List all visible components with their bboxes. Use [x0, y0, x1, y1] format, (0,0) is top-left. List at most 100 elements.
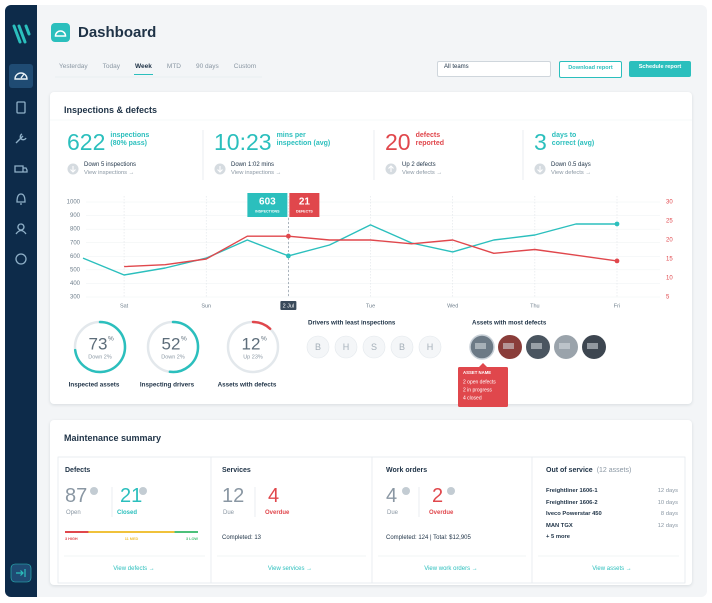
kpi-trend: Up 2 defects — [402, 162, 436, 168]
x-tick-label: Sun — [201, 303, 211, 309]
y2-tick-label: 10 — [666, 276, 673, 282]
nav-icon — [16, 101, 26, 114]
driver-avatar — [362, 335, 386, 359]
kpi-trend: Down 5 inspections — [84, 162, 137, 168]
y2-tick-label: 30 — [666, 200, 673, 206]
nav-active — [9, 64, 33, 88]
asset-name[interactable]: Iveco Powerstar 450 — [546, 511, 602, 517]
asset-photo-detail — [475, 343, 486, 349]
kpi-value: 3 — [534, 129, 547, 155]
count-first: 87 — [65, 485, 88, 507]
view-link[interactable]: View services → — [267, 566, 313, 572]
gauge-label: Inspecting drivers — [140, 382, 195, 389]
x-label-highlight — [280, 301, 297, 310]
kpi-label: days to correct (avg) — [552, 129, 594, 148]
severity-label: 11 MED — [125, 537, 139, 541]
section-title: Out of service — [546, 467, 593, 474]
more-link[interactable]: + 5 more — [546, 534, 571, 540]
view-link[interactable]: View defects → — [113, 566, 155, 572]
kpi-label-main: inspections — [110, 132, 150, 139]
drivers-title: Drivers with least inspections — [308, 320, 396, 327]
view-link[interactable]: View assets → — [592, 566, 632, 572]
count-first-label: Open — [66, 510, 81, 516]
card-title: Inspections & defects — [64, 105, 158, 115]
kpi-label: mins per inspection (avg) — [277, 129, 331, 148]
nav-icon — [15, 253, 27, 265]
collapse-icon — [16, 569, 26, 577]
asset-tooltip — [458, 367, 508, 407]
header-icon-glyph — [54, 30, 67, 37]
kpi-label-sub: reported — [415, 140, 444, 148]
asset-days: 10 days — [657, 499, 678, 506]
schedule-button[interactable]: Schedule report — [629, 61, 691, 77]
severity-label: 3 HIGH — [65, 537, 78, 541]
x-tick-label: Tue — [366, 303, 375, 309]
team-select[interactable]: All teams — [437, 61, 551, 77]
asset-photo-detail — [531, 343, 542, 349]
gauge-label: Assets with defects — [218, 382, 277, 389]
y2-tick-label: 15 — [666, 257, 673, 263]
nav-icon — [15, 133, 27, 144]
completed: Completed: 13 — [222, 535, 262, 541]
download-button[interactable]: Download report — [559, 61, 622, 78]
kpi-link[interactable]: View inspections → — [84, 170, 135, 176]
series-point — [614, 221, 620, 227]
driver-avatar — [306, 335, 330, 359]
asset-photo-detail — [587, 343, 598, 349]
x-tick-label: Sat — [120, 303, 129, 309]
section-title-row: Out of service (12 assets) — [546, 467, 631, 475]
asset-tooltip-line: 2 open defects — [463, 379, 496, 385]
tooltip-value: 603 — [259, 197, 276, 208]
section-title: Work orders — [386, 467, 428, 474]
series-point — [285, 253, 291, 259]
view-link[interactable]: View work orders → — [424, 566, 478, 572]
series-point — [285, 233, 291, 239]
help-icon — [447, 487, 455, 495]
kpi-label-main: mins per — [276, 132, 306, 139]
gauge-arc — [73, 320, 127, 374]
kpi-label: defects reported — [416, 129, 444, 148]
series-line — [124, 235, 618, 268]
assets-title: Assets with most defects — [472, 320, 547, 327]
tooltip-box — [247, 193, 288, 217]
kpi-label-sub: (80% pass) — [110, 140, 147, 148]
completed: Completed: 124 | Total: $12,905 — [386, 535, 471, 541]
asset-tooltip-arrow — [479, 363, 487, 367]
count-first: 12 — [222, 485, 245, 507]
tab[interactable]: Custom — [233, 63, 257, 70]
kpi-link[interactable]: View defects → — [551, 170, 592, 176]
section-title: Defects — [65, 467, 91, 474]
asset-name[interactable]: Freightliner 1606-2 — [546, 499, 598, 506]
trend-arrow — [70, 166, 76, 173]
tab[interactable]: Yesterday — [59, 63, 88, 70]
tab[interactable]: MTD — [166, 63, 181, 70]
y2-tick-label: 20 — [666, 238, 673, 244]
gauge-value: 12 — [242, 334, 261, 353]
driver-avatar — [418, 335, 442, 359]
tab[interactable]: 90 days — [196, 63, 219, 70]
asset-tooltip-line: 2 in progress — [463, 387, 492, 393]
tab[interactable]: Today — [102, 63, 121, 70]
asset-name[interactable]: MAN TGX — [546, 522, 573, 529]
nav-icon — [14, 72, 28, 80]
driver-avatar — [390, 335, 414, 359]
severity-segment — [174, 531, 198, 533]
asset-name[interactable]: Freightliner 1606-1 — [546, 488, 598, 494]
x-tick-label: 2 Jul — [283, 303, 295, 309]
kpi-link[interactable]: View inspections → — [231, 170, 282, 176]
kpi: 20 defects reported — [385, 129, 444, 155]
tab[interactable]: Week — [134, 63, 153, 76]
kpi-label-main: defects — [415, 132, 441, 139]
asset-tooltip-title: ASSET NAME — [463, 370, 491, 375]
help-icon — [90, 487, 98, 495]
asset-days: 12 days — [657, 522, 678, 529]
kpi-value: 622 — [67, 129, 106, 155]
tabs: Yesterday Today Week MTD 90 days Custom — [58, 63, 257, 76]
y-tick-label: 700 — [70, 240, 81, 246]
kpi-value: 20 — [385, 129, 411, 155]
kpi-link[interactable]: View defects → — [402, 170, 443, 176]
count-second-label: Closed — [117, 510, 138, 516]
y-tick-label: 900 — [70, 213, 81, 219]
y2-tick-label: 25 — [666, 219, 673, 225]
